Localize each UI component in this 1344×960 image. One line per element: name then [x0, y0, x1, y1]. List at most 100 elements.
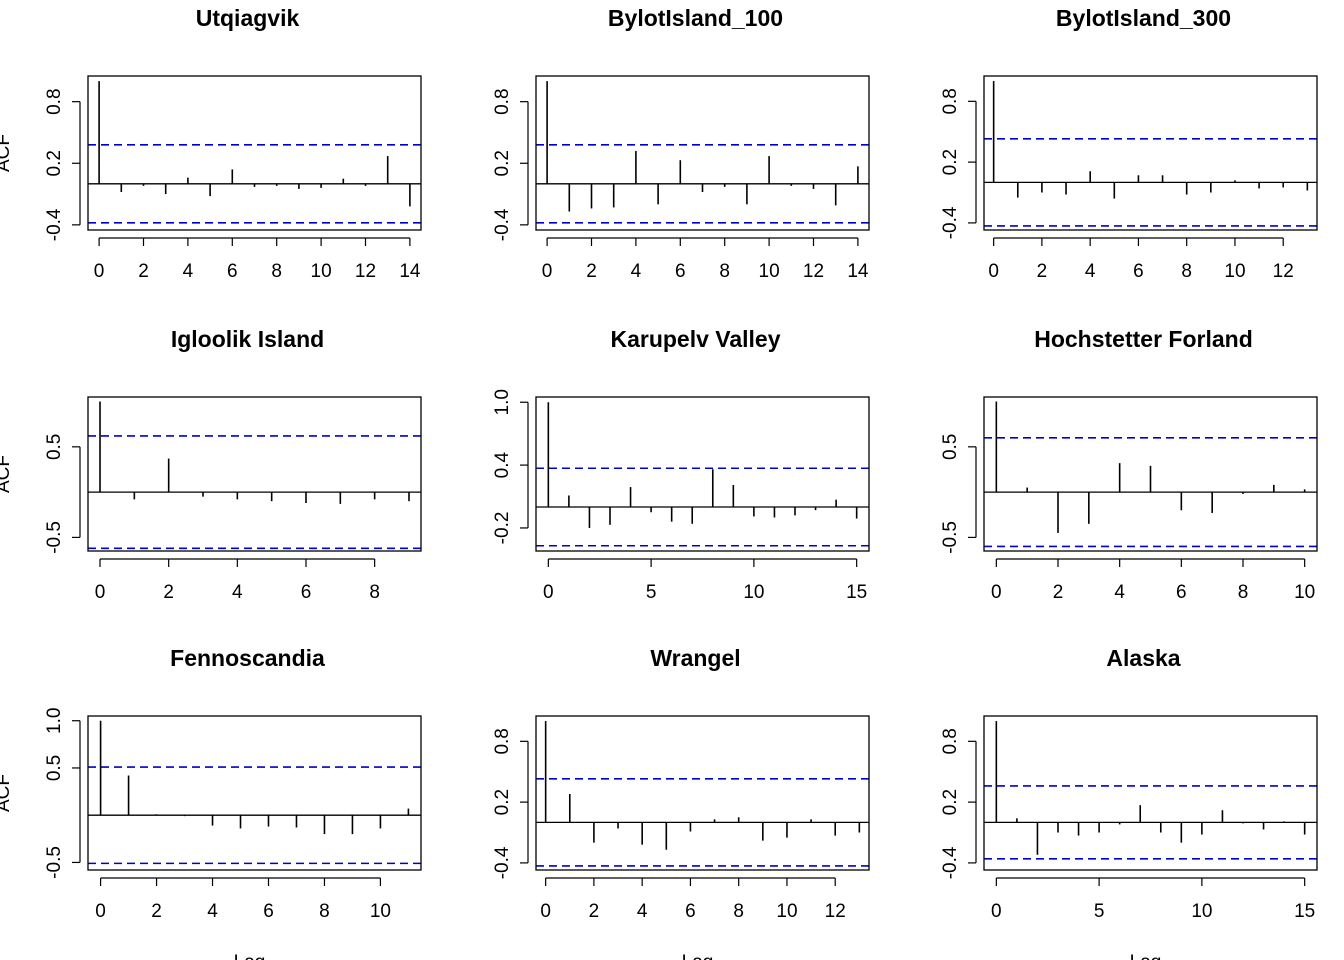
plot-frame	[983, 75, 1318, 231]
y-tick-label: -0.2	[492, 512, 513, 545]
acf-panel-6: Hochstetter Forland 0 2 4 6 8 10 -0.5 0.5	[940, 326, 1318, 603]
x-tick-label: 12	[803, 261, 824, 282]
x-tick-label: 10	[743, 582, 764, 603]
x-tick-label: 4	[1114, 582, 1125, 603]
plot-frame	[983, 396, 1318, 552]
plot-frame	[535, 396, 870, 552]
acf-panel-8: Wrangel 0 2 4 6 8 10 12 -0.4 0.2 0.8 Lag	[492, 645, 870, 960]
y-tick-label: -0.5	[44, 521, 65, 554]
y-tick-label: -0.5	[940, 521, 961, 554]
x-tick-label: 6	[1176, 582, 1187, 603]
panel-title: Hochstetter Forland	[1034, 326, 1253, 352]
x-tick-label: 6	[1133, 261, 1144, 282]
plot-frame	[535, 715, 870, 871]
y-tick-label: 0.5	[44, 434, 65, 460]
x-tick-label: 2	[1053, 582, 1064, 603]
y-tick-label: -0.5	[44, 846, 65, 879]
x-tick-label: 4	[183, 261, 194, 282]
x-tick-label: 5	[646, 582, 657, 603]
y-tick-label: 0.8	[492, 88, 513, 114]
x-tick-label: 6	[685, 901, 696, 922]
x-tick-label: 10	[1224, 261, 1245, 282]
x-tick-label: 0	[988, 261, 999, 282]
acf-panel-1: Utqiagvik 0 2 4 6 8 10 12 14 -0.4 0.2 0.8 ACF	[0, 5, 422, 282]
x-tick-label: 0	[95, 901, 106, 922]
y-tick-label: -0.4	[44, 208, 65, 241]
panel-title: Utqiagvik	[196, 5, 300, 31]
x-tick-label: 15	[846, 582, 867, 603]
x-tick-label: 2	[151, 901, 162, 922]
x-tick-label: 6	[227, 261, 238, 282]
panel-title: Fennoscandia	[170, 645, 325, 671]
y-tick-label: 0.2	[940, 789, 961, 815]
x-tick-label: 8	[733, 901, 744, 922]
x-tick-label: 8	[719, 261, 730, 282]
x-tick-label: 8	[1238, 582, 1249, 603]
y-tick-label: 0.2	[492, 789, 513, 815]
x-tick-label: 0	[94, 261, 105, 282]
x-tick-label: 4	[631, 261, 642, 282]
x-axis-title: Lag	[682, 952, 714, 960]
panel-title: Alaska	[1106, 645, 1180, 671]
x-tick-label: 0	[542, 261, 553, 282]
plot-frame	[87, 75, 422, 231]
acf-panel-3: BylotIsland_300 0 2 4 6 8 10 12 -0.4 0.2 0.8	[940, 5, 1318, 282]
x-tick-label: 10	[311, 261, 332, 282]
x-tick-label: 12	[1273, 261, 1294, 282]
x-tick-label: 4	[1085, 261, 1096, 282]
x-tick-label: 6	[301, 582, 312, 603]
y-tick-label: 0.5	[44, 755, 65, 781]
acf-panel-5: Karupelv Valley 0 5 10 15 -0.2 0.4 1.0	[492, 326, 870, 603]
x-tick-label: 10	[759, 261, 780, 282]
plot-frame	[87, 715, 422, 871]
y-tick-label: 0.2	[492, 150, 513, 176]
x-tick-label: 0	[991, 582, 1002, 603]
x-tick-label: 10	[776, 901, 797, 922]
x-tick-label: 4	[232, 582, 243, 603]
y-tick-label: -0.4	[940, 206, 961, 239]
x-tick-label: 12	[825, 901, 846, 922]
y-tick-label: 0.5	[940, 434, 961, 460]
acf-panel-7: Fennoscandia 0 2 4 6 8 10 -0.5 0.5 1.0 ACF Lag	[0, 645, 422, 960]
x-axis-title: Lag	[234, 952, 266, 960]
x-tick-label: 15	[1294, 901, 1315, 922]
x-tick-label: 10	[1191, 901, 1212, 922]
x-tick-label: 0	[991, 901, 1002, 922]
x-tick-label: 2	[163, 582, 174, 603]
acf-panel-4: Igloolik Island 0 2 4 6 8 -0.5 0.5 ACF	[0, 326, 422, 603]
y-tick-label: 1.0	[44, 708, 65, 734]
x-tick-label: 14	[399, 261, 421, 282]
panel-title: BylotIsland_100	[608, 5, 783, 31]
x-tick-label: 10	[370, 901, 391, 922]
y-tick-label: 0.8	[940, 728, 961, 754]
x-tick-label: 12	[355, 261, 376, 282]
x-tick-label: 8	[1181, 261, 1192, 282]
x-tick-label: 8	[319, 901, 330, 922]
panel-title: Karupelv Valley	[610, 326, 780, 352]
y-tick-label: 0.4	[492, 451, 513, 478]
acf-panel-2: BylotIsland_100 0 2 4 6 8 10 12 14 -0.4 0.2 0.8	[492, 5, 870, 282]
plot-frame	[983, 715, 1318, 871]
panel-title: Wrangel	[650, 645, 740, 671]
x-tick-label: 0	[95, 582, 106, 603]
x-tick-label: 2	[138, 261, 149, 282]
x-tick-label: 0	[543, 582, 554, 603]
x-tick-label: 14	[847, 261, 869, 282]
panel-title: Igloolik Island	[171, 326, 324, 352]
y-tick-label: -0.4	[940, 846, 961, 879]
y-tick-label: -0.4	[492, 208, 513, 241]
x-tick-label: 5	[1094, 901, 1105, 922]
y-tick-label: 0.8	[492, 728, 513, 754]
y-tick-label: 0.8	[940, 88, 961, 114]
x-axis-title: Lag	[1130, 952, 1162, 960]
x-tick-label: 4	[637, 901, 648, 922]
y-tick-label: 0.2	[44, 150, 65, 176]
y-tick-label: 0.2	[940, 149, 961, 175]
y-tick-label: 1.0	[492, 389, 513, 415]
x-tick-label: 0	[540, 901, 551, 922]
x-tick-label: 6	[263, 901, 274, 922]
x-tick-label: 2	[1037, 261, 1048, 282]
x-tick-label: 8	[369, 582, 380, 603]
x-tick-label: 2	[586, 261, 597, 282]
